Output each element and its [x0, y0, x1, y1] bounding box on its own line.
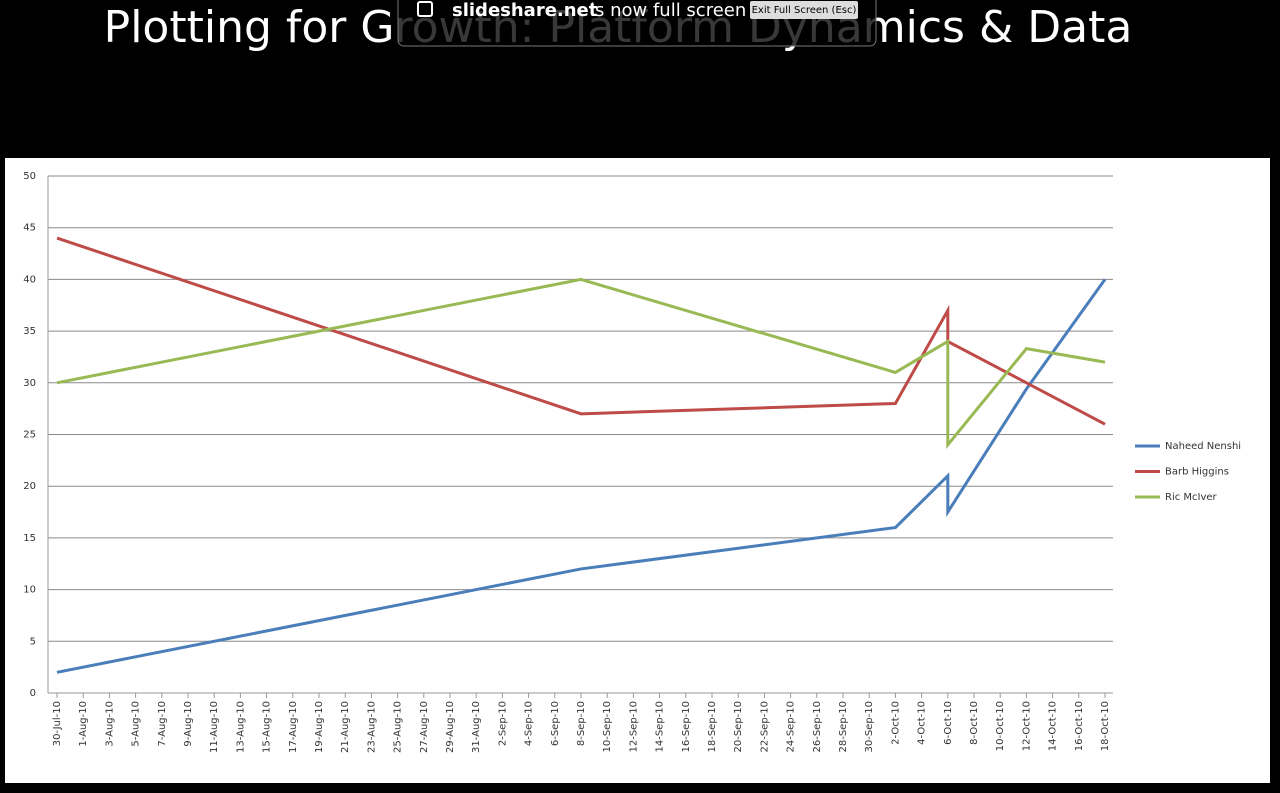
x-tick-label: 30-Sep-10 — [864, 701, 875, 753]
x-tick-label: 12-Oct-10 — [1021, 701, 1032, 751]
y-tick-label: 20 — [23, 481, 36, 492]
y-tick-label: 0 — [30, 688, 36, 699]
x-tick-label: 2-Sep-10 — [497, 701, 508, 746]
legend-label: Barb Higgins — [1165, 467, 1229, 478]
y-tick-label: 45 — [23, 223, 36, 234]
x-tick-label: 8-Oct-10 — [969, 701, 980, 745]
x-tick-label: 19-Aug-10 — [314, 701, 325, 753]
x-tick-label: 16-Oct-10 — [1074, 701, 1085, 751]
y-tick-label: 25 — [23, 430, 36, 441]
x-tick-label: 5-Aug-10 — [131, 701, 142, 747]
series-line — [56, 278, 1107, 674]
x-tick-label: 27-Aug-10 — [419, 701, 430, 753]
x-tick-label: 14-Oct-10 — [1048, 701, 1059, 751]
banner-message: is now full screen — [590, 0, 746, 21]
chart-area — [5, 158, 1270, 783]
x-tick-label: 16-Sep-10 — [681, 701, 692, 753]
y-tick-label: 5 — [30, 636, 36, 647]
x-tick-label: 1-Aug-10 — [78, 701, 89, 747]
y-tick-label: 35 — [23, 326, 36, 337]
legend-label: Ric McIver — [1165, 492, 1218, 503]
x-tick-label: 8-Sep-10 — [576, 701, 587, 746]
x-tick-label: 30-Jul-10 — [52, 701, 63, 746]
y-tick-label: 30 — [23, 378, 36, 389]
y-tick-label: 40 — [23, 274, 36, 285]
x-tick-label: 24-Sep-10 — [786, 701, 797, 753]
legend-label: Naheed Nenshi — [1165, 441, 1241, 452]
x-tick-label: 26-Sep-10 — [812, 701, 823, 753]
y-tick-label: 50 — [23, 171, 36, 182]
x-tick-label: 6-Oct-10 — [943, 701, 954, 745]
x-tick-label: 10-Sep-10 — [602, 701, 613, 753]
x-tick-label: 10-Oct-10 — [995, 701, 1006, 751]
x-tick-label: 31-Aug-10 — [471, 701, 482, 753]
y-tick-label: 15 — [23, 533, 36, 544]
x-tick-label: 29-Aug-10 — [445, 701, 456, 753]
y-tick-label: 10 — [23, 585, 36, 596]
x-tick-label: 18-Oct-10 — [1100, 701, 1111, 751]
x-tick-label: 14-Sep-10 — [655, 701, 666, 753]
series-line — [56, 236, 1106, 426]
series-line — [56, 277, 1106, 450]
x-tick-label: 17-Aug-10 — [288, 701, 299, 753]
x-tick-label: 6-Sep-10 — [550, 701, 561, 746]
x-tick-label: 28-Sep-10 — [838, 701, 849, 753]
x-tick-label: 18-Sep-10 — [707, 701, 718, 753]
lock-icon — [417, 1, 433, 17]
x-tick-label: 13-Aug-10 — [235, 701, 246, 753]
x-tick-label: 23-Aug-10 — [366, 701, 377, 753]
x-tick-label: 4-Oct-10 — [917, 701, 928, 745]
x-tick-label: 22-Sep-10 — [759, 701, 770, 753]
banner-site: slideshare.net — [452, 0, 598, 21]
x-tick-label: 4-Sep-10 — [524, 701, 535, 746]
exit-button-label[interactable]: Exit Full Screen (Esc) — [752, 5, 857, 16]
x-tick-label: 21-Aug-10 — [340, 701, 351, 753]
x-tick-label: 11-Aug-10 — [209, 701, 220, 753]
x-tick-label: 9-Aug-10 — [183, 701, 194, 747]
x-tick-label: 12-Sep-10 — [628, 701, 639, 753]
exit-button[interactable] — [750, 1, 858, 19]
x-tick-label: 25-Aug-10 — [393, 701, 404, 753]
x-tick-label: 15-Aug-10 — [262, 701, 273, 753]
x-tick-label: 20-Sep-10 — [733, 701, 744, 753]
x-tick-label: 3-Aug-10 — [104, 701, 115, 747]
x-tick-label: 2-Oct-10 — [890, 701, 901, 745]
x-tick-label: 7-Aug-10 — [157, 701, 168, 747]
